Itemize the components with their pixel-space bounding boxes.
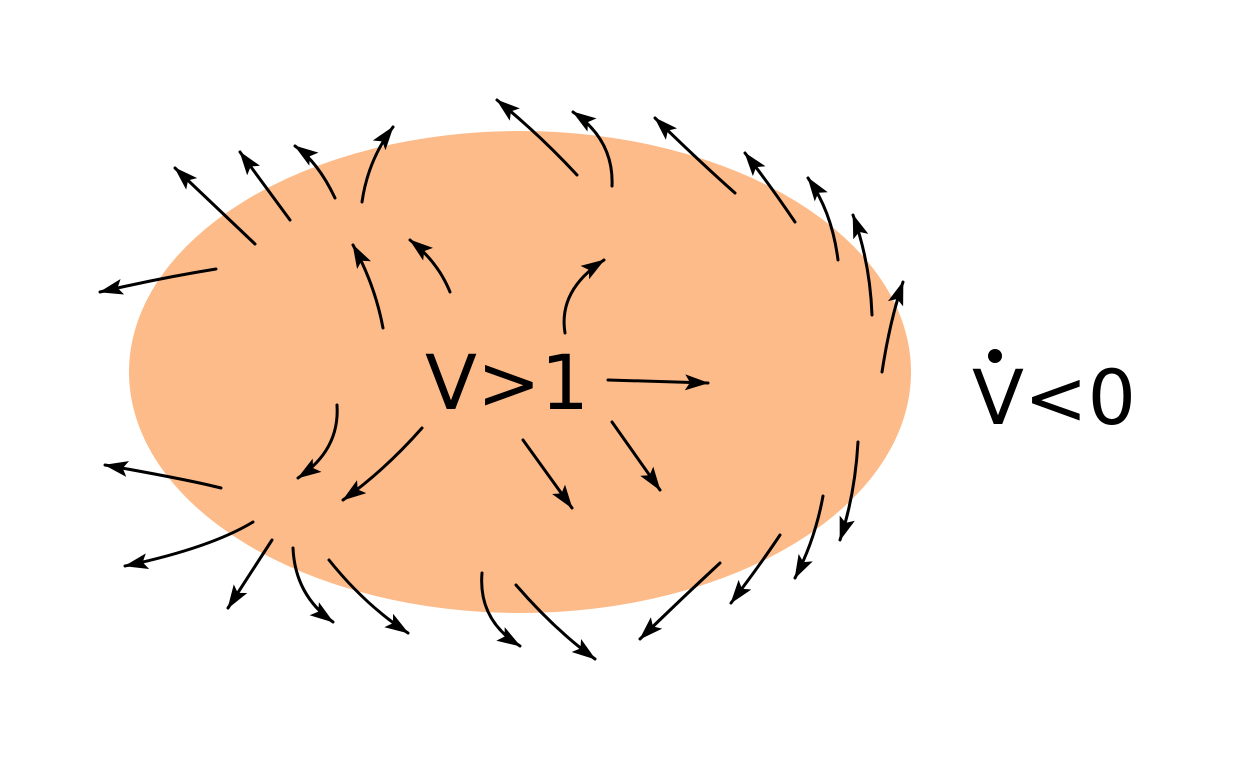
derivative-label-group: V<0 [972,349,1136,442]
flow-arrow [838,440,860,542]
flow-arrow [226,538,274,610]
flow-arrow [793,494,825,580]
flow-arrow [238,150,292,222]
derivative-dot [988,349,1002,363]
derivative-label: V<0 [972,353,1136,442]
flow-arrow [521,438,574,510]
flow-arrow [351,243,385,330]
flow-arrow [571,110,614,188]
flow-arrow [293,144,337,200]
flow-arrow [291,546,335,624]
flow-arrow [98,267,218,295]
flow-arrow [296,403,339,480]
flow-arrow [851,213,874,317]
flow-arrow [480,571,522,648]
level-set-region [129,131,911,613]
flow-arrow [638,561,722,641]
flow-arrow [173,166,257,246]
flow-arrow [743,151,797,224]
flow-arrow [123,520,255,570]
flow-arrow [880,280,905,374]
flow-arrow [729,533,782,605]
flow-arrow [408,238,452,294]
flow-arrow [495,98,579,177]
flow-arrow [103,461,223,490]
region-label: V>1 [425,338,589,427]
flow-arrow [806,176,840,262]
flow-arrow [606,374,710,391]
flow-arrow [360,125,395,204]
vector-field [98,98,905,661]
flow-arrow [341,426,424,502]
flow-arrow [653,116,737,195]
flow-arrow [610,420,662,492]
flow-arrow [562,258,606,335]
flow-arrow [514,583,597,661]
flow-arrow [327,558,410,635]
